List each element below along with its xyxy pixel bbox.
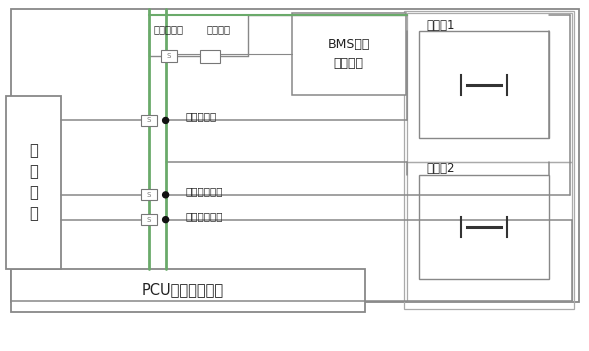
Text: 主负接触器一: 主负接触器一 [186,186,223,196]
Text: BMS电源
管理系统: BMS电源 管理系统 [327,38,370,70]
Bar [419,31,549,138]
Text: S: S [147,192,151,198]
Text: 主负接触器二: 主负接触器二 [186,211,223,221]
Bar [419,175,549,279]
Bar [11,269,365,312]
Bar [141,115,157,126]
Circle shape [163,192,168,198]
Circle shape [163,217,168,223]
Bar [141,214,157,225]
Circle shape [163,118,168,124]
Text: 主正接触器: 主正接触器 [186,112,217,121]
Text: 预充电阻: 预充电阻 [206,24,230,34]
Text: S: S [147,118,151,124]
Bar [141,189,157,200]
Bar [292,13,406,95]
Text: 电池包1: 电池包1 [426,19,455,32]
Bar [6,95,61,269]
Bar [11,9,578,302]
Bar [200,50,220,63]
Bar [408,13,572,162]
Text: 电池包2: 电池包2 [426,161,455,174]
Bar [408,162,572,301]
Bar [405,11,574,309]
Bar [161,51,177,61]
Text: S: S [147,217,151,223]
Text: 预充接触器: 预充接触器 [154,24,184,34]
Text: S: S [167,53,171,59]
Text: PCU动力控制单元: PCU动力控制单元 [141,283,224,298]
Text: 用
户
装
置: 用 户 装 置 [29,143,38,221]
